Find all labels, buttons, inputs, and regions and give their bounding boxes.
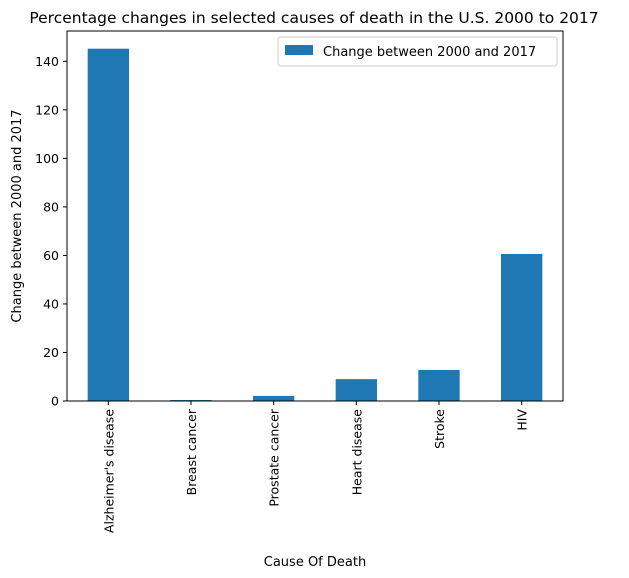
y-tick-label: 20: [43, 345, 59, 360]
legend-frame: [277, 36, 558, 67]
x-tick-label: Alzheimer's disease: [101, 409, 116, 533]
y-tick-label: 40: [43, 296, 59, 311]
y-tick-label: 60: [43, 248, 59, 263]
bar-0: [87, 48, 129, 401]
y-tick-label: 0: [51, 394, 59, 409]
y-tick-label: 120: [35, 102, 59, 117]
x-tick-label: HIV: [515, 409, 530, 431]
plot-frame: [66, 30, 564, 402]
bar-5: [501, 253, 543, 401]
y-tick-label: 100: [35, 151, 59, 166]
x-tick-label: Stroke: [432, 409, 447, 449]
legend: Change between 2000 and 2017: [277, 36, 558, 67]
y-axis-label: Change between 2000 and 2017: [10, 109, 25, 322]
x-axis: Alzheimer's disease Breast cancer Prostate…: [101, 401, 530, 533]
bar-3: [335, 379, 377, 401]
y-axis: 0 20 40 60 80 100 120 140: [35, 54, 67, 409]
bar-2: [253, 395, 295, 401]
bar-4: [418, 369, 460, 401]
legend-label: Change between 2000 and 2017: [323, 45, 536, 60]
x-tick-label: Breast cancer: [184, 408, 199, 495]
x-axis-label: Cause Of Death: [264, 555, 366, 570]
y-tick-label: 80: [43, 199, 59, 214]
x-tick-label: Prostate cancer: [267, 408, 282, 506]
x-tick-label: Heart disease: [349, 409, 364, 496]
y-tick-label: 140: [35, 54, 59, 69]
bars-group: [87, 48, 543, 401]
chart-title: Percentage changes in selected causes of…: [29, 9, 598, 27]
legend-swatch: [285, 45, 313, 55]
